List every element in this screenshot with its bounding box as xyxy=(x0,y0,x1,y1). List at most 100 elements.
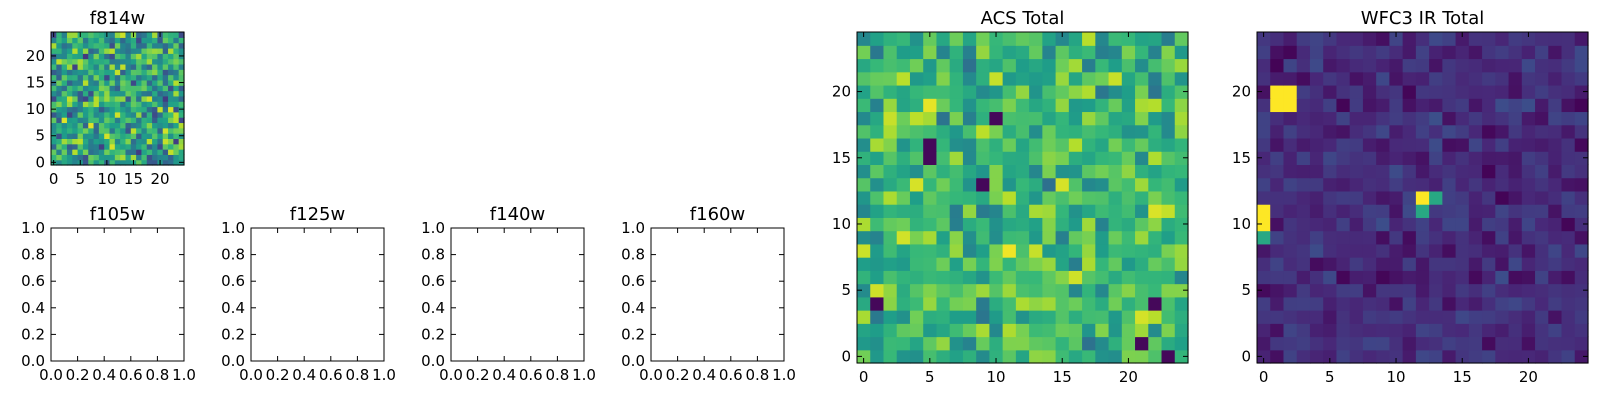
heatmap-cell xyxy=(1455,164,1470,179)
heatmap-cell xyxy=(1349,323,1364,338)
heatmap-cell xyxy=(1349,45,1364,60)
heatmap-cell xyxy=(1270,137,1285,152)
heatmap-cell xyxy=(136,122,143,129)
heatmap-cell xyxy=(1270,296,1285,311)
heatmap-cell xyxy=(51,90,57,97)
heatmap-cell xyxy=(1455,71,1470,86)
heatmap-cell xyxy=(923,32,938,46)
heatmap-cell xyxy=(1068,349,1083,364)
heatmap-cell xyxy=(56,138,63,145)
heatmap-cell xyxy=(130,127,137,134)
heatmap-cell xyxy=(162,58,169,65)
heatmap-cell xyxy=(1349,98,1364,113)
heatmap-cell xyxy=(114,159,121,166)
heatmap-cell xyxy=(1429,190,1443,205)
heatmap-cell xyxy=(146,90,153,97)
heatmap-cell xyxy=(1376,151,1390,165)
heatmap-cell xyxy=(1257,230,1271,245)
heatmap-cell xyxy=(125,32,132,38)
heatmap-cell xyxy=(141,90,148,97)
heatmap-cell xyxy=(1148,177,1163,192)
heatmap-cell xyxy=(896,310,911,324)
heatmap-cell xyxy=(976,32,990,46)
heatmap-cell xyxy=(146,42,153,49)
x-tick-label: 0.6 xyxy=(519,366,543,384)
heatmap-cell xyxy=(1535,177,1549,192)
heatmap-cell xyxy=(1402,296,1417,311)
heatmap-cell xyxy=(1468,257,1483,271)
heatmap-cell xyxy=(109,143,116,150)
heatmap-cell xyxy=(88,95,95,102)
heatmap-cell xyxy=(162,95,169,102)
heatmap-cell xyxy=(936,190,951,205)
heatmap-cell xyxy=(72,149,79,155)
heatmap-cell xyxy=(56,117,63,124)
heatmap-cell xyxy=(1376,164,1390,179)
heatmap-cell xyxy=(1468,58,1483,73)
heatmap-cell xyxy=(1429,243,1443,258)
x-tick-label: 0.6 xyxy=(719,366,743,384)
heatmap-cell xyxy=(857,124,871,139)
heatmap-cell xyxy=(93,149,100,155)
heatmap-cell xyxy=(989,58,1004,73)
heatmap-cell xyxy=(173,117,180,124)
heatmap-cell xyxy=(1508,137,1523,152)
heatmap-cell xyxy=(125,111,132,118)
heatmap-cell xyxy=(120,74,127,81)
heatmap-cell xyxy=(51,138,57,145)
heatmap-cell xyxy=(1362,84,1377,99)
heatmap-cell xyxy=(1389,243,1404,258)
heatmap-cell xyxy=(61,149,68,155)
heatmap-cell xyxy=(1082,45,1096,60)
heatmap-cell xyxy=(162,32,169,38)
heatmap-cell xyxy=(56,127,63,134)
heatmap-cell xyxy=(1323,349,1338,364)
heatmap-cell xyxy=(1521,164,1536,179)
heatmap-cell xyxy=(1323,151,1338,165)
heatmap-cell xyxy=(1257,217,1271,232)
heatmap-cell xyxy=(162,138,169,145)
heatmap-cell xyxy=(152,149,158,155)
heatmap-cell xyxy=(162,149,169,155)
heatmap-cell xyxy=(1042,190,1057,205)
heatmap-cell xyxy=(1442,84,1457,99)
heatmap-cell xyxy=(72,111,79,118)
heatmap-cell xyxy=(178,37,185,44)
x-tick-label: 0 xyxy=(1259,368,1269,386)
heatmap-cell xyxy=(1389,164,1404,179)
heatmap-cell xyxy=(114,53,121,60)
heatmap-cell xyxy=(1482,230,1496,245)
heatmap-cell xyxy=(1349,283,1364,298)
heatmap-cell xyxy=(1362,283,1377,298)
heatmap-cell xyxy=(1148,111,1163,126)
heatmap-cell xyxy=(1042,124,1057,139)
heatmap-cell xyxy=(51,69,57,76)
y-tick-label: 0 xyxy=(1241,347,1251,365)
heatmap-cell xyxy=(1362,217,1377,232)
axes-frame xyxy=(50,227,185,362)
heatmap-cell xyxy=(77,133,84,139)
heatmap-cell xyxy=(962,270,977,285)
heatmap-cell xyxy=(82,127,89,134)
heatmap-cell xyxy=(120,63,127,70)
heatmap-cell xyxy=(173,159,180,166)
heatmap-cell xyxy=(98,133,105,139)
x-tick-label: 5 xyxy=(925,368,935,386)
heatmap-cell xyxy=(870,349,885,364)
heatmap-cell xyxy=(77,149,84,155)
heatmap-cell xyxy=(1309,111,1324,126)
heatmap-cell xyxy=(976,204,990,218)
heatmap-cell xyxy=(88,85,95,92)
heatmap-cell xyxy=(1068,336,1083,351)
heatmap-cell xyxy=(1535,336,1549,351)
heatmap-cell xyxy=(104,101,111,108)
heatmap-cell xyxy=(130,85,137,92)
heatmap-cell xyxy=(1029,257,1043,271)
heatmap-cell xyxy=(1002,257,1017,271)
heatmap-cell xyxy=(896,58,911,73)
heatmap-cell xyxy=(883,349,898,364)
heatmap-cell xyxy=(1495,217,1510,232)
heatmap-cell xyxy=(1521,270,1536,285)
heatmap-cell xyxy=(146,133,153,139)
heatmap-cell xyxy=(1561,270,1576,285)
